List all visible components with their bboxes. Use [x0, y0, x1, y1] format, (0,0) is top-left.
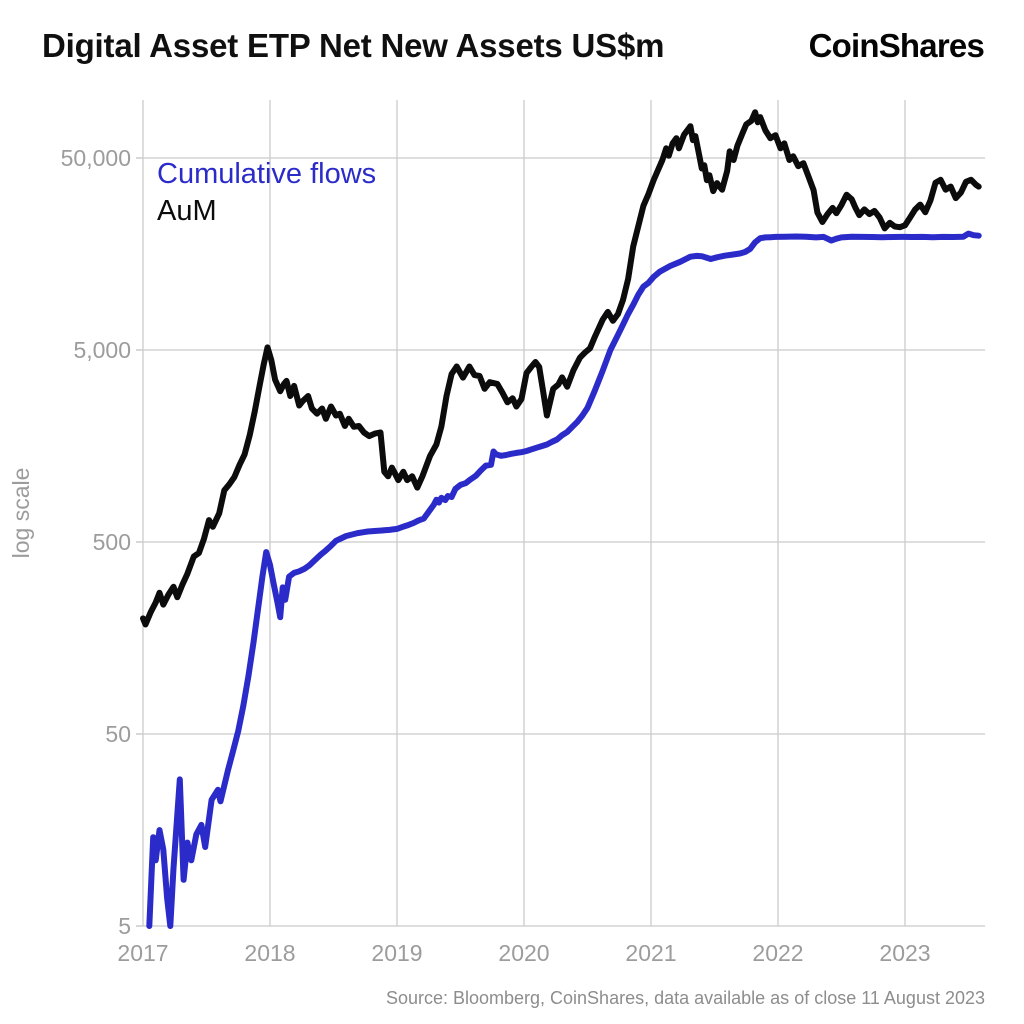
y-axis-tick-label: 50 [105, 721, 131, 747]
series-line-cumulative-flows [146, 230, 982, 929]
source-note: Source: Bloomberg, CoinShares, data avai… [385, 988, 985, 1008]
series-line-aum [140, 109, 982, 628]
x-axis-tick-label: 2020 [498, 940, 550, 966]
legend-item-aum: AuM [157, 195, 217, 227]
legend-item-cumulative-flows: Cumulative flows [157, 158, 377, 190]
legend: Cumulative flows AuM [157, 156, 376, 230]
y-axis-tick-label: 5,000 [73, 337, 131, 363]
y-axis-tick-label: 500 [92, 529, 131, 555]
y-axis-tick-label: 50,000 [60, 145, 131, 171]
x-axis-tick-label: 2017 [117, 940, 169, 966]
chart-title: Digital Asset ETP Net New Assets US$m [42, 27, 665, 64]
x-axis-tick-label: 2023 [879, 940, 931, 966]
x-axis-tick-label: 2021 [625, 940, 677, 966]
x-axis-tick-label: 2019 [371, 940, 423, 966]
x-axis-tick-label: 2022 [752, 940, 804, 966]
y-axis-title: log scale [8, 467, 34, 559]
x-axis-tick-label: 2018 [244, 940, 296, 966]
coinshares-logo: CoinShares [808, 27, 985, 64]
y-axis-tick-label: 5 [118, 913, 131, 939]
